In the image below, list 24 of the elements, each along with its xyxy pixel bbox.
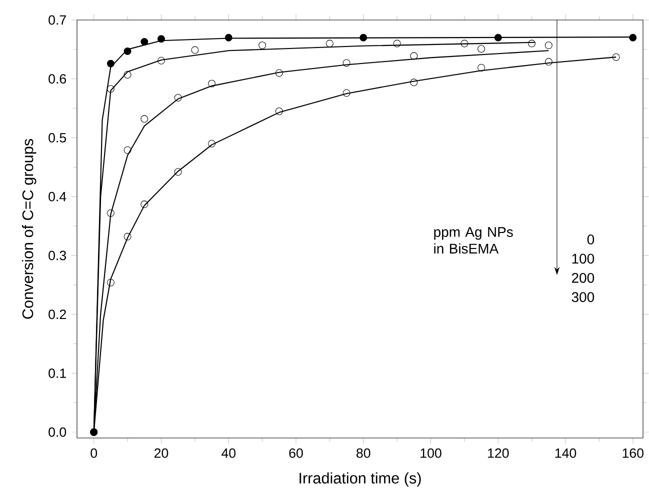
- annotation: 200: [572, 272, 594, 283]
- annotation: 0: [587, 234, 594, 244]
- y-tick-label: 0.2: [48, 310, 66, 320]
- x-tick-label: 40: [222, 448, 236, 458]
- y-tick-label: 0.5: [48, 133, 66, 142]
- x-tick-label: 140: [555, 448, 576, 458]
- x-tick-label: 120: [488, 448, 509, 458]
- y-axis-title: Conversion of C=C groups: [22, 139, 36, 319]
- x-tick-label: 80: [356, 448, 370, 458]
- annotation: ppm Ag NPs in BisEMA: [434, 227, 513, 254]
- y-tick-label: 0.6: [48, 74, 66, 84]
- y-tick-label: 0.4: [48, 192, 66, 202]
- x-axis-title: Irradiation time (s): [300, 472, 421, 487]
- x-tick-label: 60: [289, 448, 303, 458]
- y-tick-label: 0.7: [48, 15, 66, 25]
- y-tick-label: 0.1: [48, 368, 66, 378]
- y-tick-label: 0.3: [48, 250, 66, 260]
- annotation: 300: [572, 292, 594, 302]
- x-tick-label: 0: [90, 448, 98, 458]
- x-tick-label: 160: [622, 448, 644, 458]
- x-tick-label: 100: [420, 448, 442, 458]
- y-tick-label: 0.0: [48, 427, 66, 437]
- annotation: 100: [572, 254, 594, 264]
- x-tick-label: 20: [154, 448, 168, 458]
